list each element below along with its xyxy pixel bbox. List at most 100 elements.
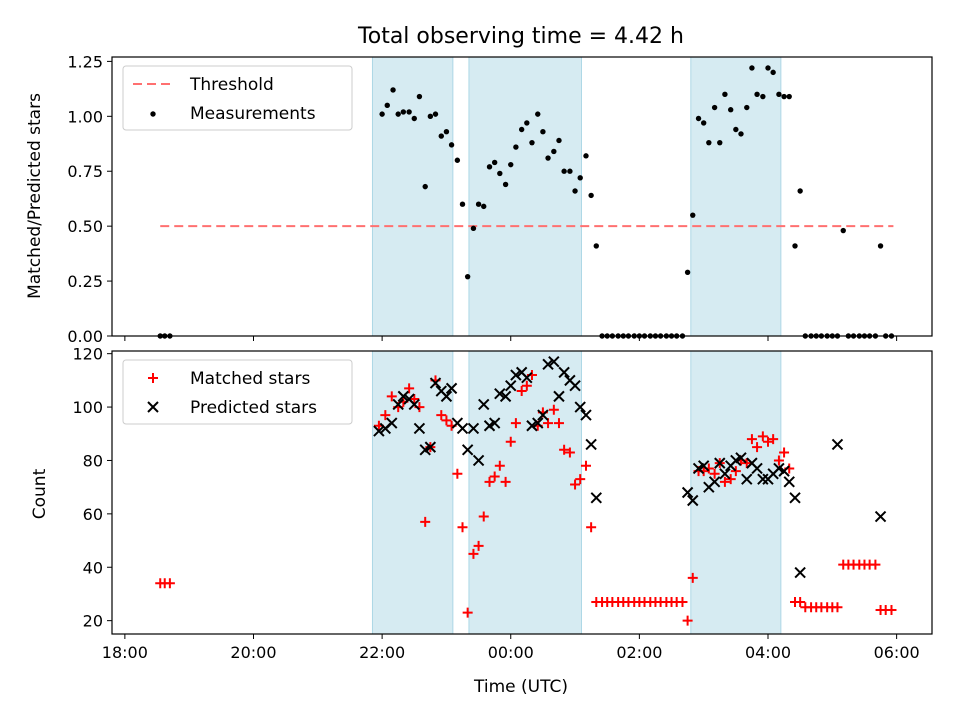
bottom-y-axis-label: Count [30, 468, 50, 519]
bottom-x-point-64 [874, 510, 887, 523]
bottom-y-tick-label-4: 100 [72, 398, 103, 417]
bottom-legend-label-1: Predicted stars [190, 398, 317, 418]
bottom-x-point-59 [778, 465, 790, 477]
bottom-plus-point-24 [489, 471, 500, 482]
top-dot-point-64 [706, 139, 712, 146]
top-dot-point-73 [754, 91, 760, 98]
bottom-plus-point-30 [521, 380, 532, 391]
bottom-x-point-0 [373, 425, 385, 437]
bottom-plus-point-26 [500, 476, 511, 487]
bottom-x-point-7 [413, 422, 426, 435]
top-dot-point-22 [481, 203, 487, 210]
bottom-x-point-62 [794, 566, 806, 579]
top-dot-point-5 [390, 87, 396, 93]
bottom-plus-point-19 [462, 607, 473, 618]
top-dot-point-6 [395, 111, 401, 117]
bottom-x-point-46 [708, 476, 721, 488]
bottom-x-point-12 [440, 390, 453, 403]
bottom-y-tick-label-0: 20 [83, 612, 103, 631]
top-dot-point-30 [524, 120, 530, 126]
bottom-plus-point-78 [779, 447, 790, 458]
bottom-x-point-31 [542, 358, 554, 371]
top-dot-point-78 [781, 93, 787, 100]
bottom-series-1 [373, 355, 887, 579]
bottom-plus-point-77 [773, 455, 784, 466]
bottom-plus-point-28 [510, 418, 521, 429]
top-y-axis-label: Matched/Predicted stars [25, 93, 45, 299]
top-y-tick-label-1: 0.25 [67, 272, 103, 291]
top-dot-point-89 [840, 227, 846, 234]
bottom-x-point-33 [553, 390, 565, 403]
bottom-x-tick-label-5: 04:00 [745, 643, 791, 662]
bottom-x-point-30 [537, 409, 549, 421]
bottom-plus-point-21 [473, 540, 484, 551]
bottom-plus-point-72 [746, 434, 757, 445]
bottom-plus-point-22 [478, 511, 489, 522]
bottom-x-tick-label-1: 20:00 [230, 643, 276, 662]
top-dot-point-31 [529, 139, 535, 146]
top-y-tick-label-5: 1.25 [67, 52, 103, 71]
top-dot-point-16 [448, 142, 455, 148]
top-dot-point-70 [738, 131, 744, 137]
top-dot-point-62 [695, 115, 702, 122]
bottom-x-point-48 [719, 468, 731, 480]
top-dot-point-15 [443, 128, 450, 135]
bottom-plus-point-35 [548, 404, 559, 415]
bottom-plus-point-41 [580, 460, 591, 471]
bottom-y-tick-label-3: 80 [83, 451, 103, 470]
bottom-x-tick-label-3: 00:00 [488, 643, 534, 662]
bottom-plus-point-9 [409, 394, 420, 405]
top-dot-point-10 [416, 93, 423, 100]
top-dot-point-76 [770, 69, 776, 76]
top-y-tick-label-4: 1.00 [67, 107, 103, 126]
bottom-y-tick-label-5: 120 [72, 345, 103, 364]
top-dot-point-8 [406, 109, 412, 115]
bottom-x-point-22 [494, 388, 506, 400]
bottom-x-point-52 [741, 473, 753, 485]
bottom-plus-point-8 [404, 383, 415, 394]
top-dot-point-7 [400, 109, 407, 115]
top-dot-point-80 [792, 243, 798, 249]
top-dot-point-25 [497, 170, 503, 177]
bottom-plus-point-17 [452, 468, 463, 479]
top-legend-label-1: Measurements [190, 104, 316, 124]
bottom-plus-point-36 [553, 418, 564, 429]
top-observing-window-3 [690, 56, 782, 337]
bottom-x-point-13 [445, 382, 458, 395]
bottom-plus-point-4 [380, 410, 391, 421]
top-dot-point-79 [786, 93, 792, 100]
bottom-plus-point-39 [570, 479, 581, 490]
top-dot-point-32 [535, 111, 541, 117]
bottom-plus-point-5 [386, 391, 397, 402]
bottom-x-point-51 [735, 452, 747, 464]
bottom-plus-point-73 [752, 442, 763, 453]
bottom-legend: Matched stars Predicted stars [122, 359, 353, 425]
top-dot-point-23 [486, 164, 493, 170]
top-dot-point-27 [508, 161, 514, 168]
bottom-plus-point-95 [870, 559, 881, 570]
bottom-plus-point-98 [886, 604, 897, 615]
bottom-x-point-38 [580, 409, 592, 421]
bottom-x-point-18 [472, 454, 485, 467]
bottom-plus-point-71 [741, 458, 752, 469]
bottom-x-point-60 [783, 476, 795, 488]
top-dot-point-19 [464, 273, 471, 280]
bottom-axes-frame [111, 350, 933, 635]
top-dot-point-77 [776, 91, 782, 98]
bottom-x-tick-label-0: 18:00 [102, 643, 148, 662]
top-dot-point-34 [545, 155, 551, 161]
top-dot-point-26 [502, 181, 509, 188]
bottom-x-point-19 [478, 398, 490, 411]
bottom-plus-point-60 [682, 615, 693, 626]
top-dot-point-17 [454, 157, 461, 163]
bottom-x-point-4 [397, 390, 410, 403]
top-dot-point-60 [684, 269, 691, 275]
bottom-plus-point-75 [763, 436, 773, 447]
bottom-legend-x-handle [147, 401, 159, 413]
bottom-plus-point-74 [757, 431, 768, 442]
bottom-x-point-34 [558, 366, 570, 379]
bottom-x-point-15 [456, 422, 469, 435]
bottom-plus-point-61 [687, 572, 698, 583]
bottom-plot: 20 40 60 80 100 120 18:00 20:00 22:00 00:00 02:00 0… [72, 345, 933, 662]
